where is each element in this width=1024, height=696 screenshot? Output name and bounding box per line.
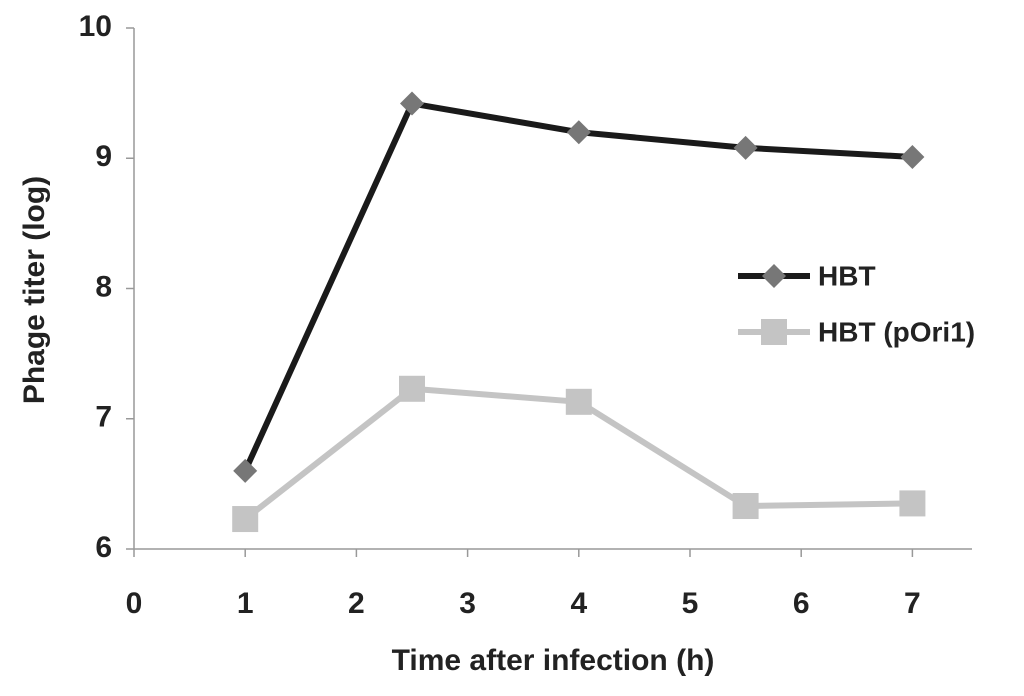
x-tick-label: 4 [570,587,587,620]
legend-label: HBT [818,260,876,291]
data-point [733,135,758,160]
y-tick-label: 6 [95,531,112,564]
x-tick-label: 6 [793,587,810,620]
y-tick-label: 9 [95,140,112,173]
legend-label: HBT (pOri1) [818,316,975,347]
data-point [899,490,926,517]
data-point [565,388,592,415]
legend-marker [761,319,787,345]
x-tick-label: 5 [682,587,699,620]
data-point [900,144,925,169]
data-point [400,91,424,116]
x-tick-label: 3 [459,587,476,620]
data-point [233,458,258,483]
y-tick-label: 8 [95,270,112,303]
x-tick-label: 7 [904,587,921,620]
x-tick-label: 2 [348,587,365,620]
series-line [242,100,913,473]
y-axis-title: Phage titer (log) [18,176,51,404]
data-point [232,506,259,533]
x-axis-title: Time after infection (h) [392,644,715,677]
data-point [732,493,759,520]
y-tick-label: 10 [79,10,112,43]
legend-marker [762,264,786,288]
data-point [566,120,591,145]
data-point [399,375,425,402]
x-tick-label: 1 [237,587,254,620]
x-tick-label: 0 [126,587,143,620]
y-tick-label: 7 [95,401,112,434]
